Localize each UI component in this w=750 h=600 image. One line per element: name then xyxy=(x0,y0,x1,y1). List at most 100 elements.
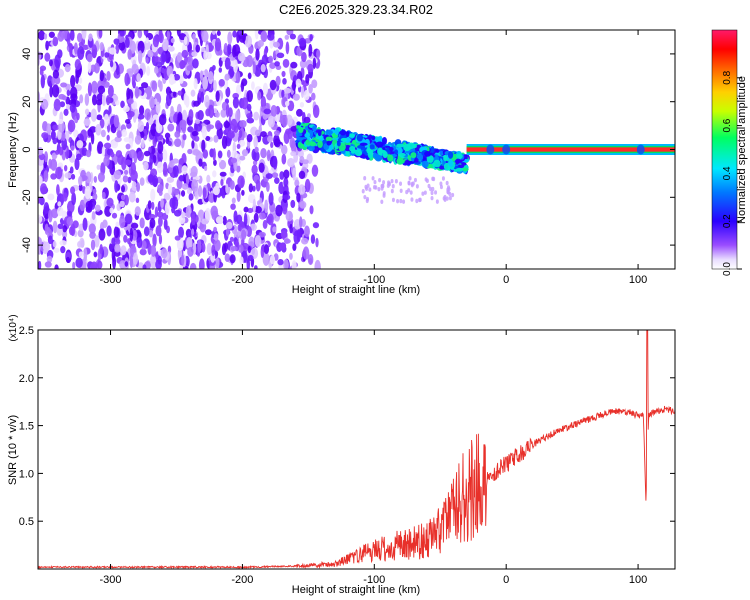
spectrogram-noise-cell xyxy=(205,135,211,142)
spectrogram-band-cell xyxy=(443,155,448,162)
spectrogram-noise-cell xyxy=(114,250,121,257)
spectrogram-noise-cell xyxy=(236,143,241,150)
spectrogram-band-cell xyxy=(456,153,463,159)
spectrogram-noise-cell xyxy=(173,113,178,124)
spectrogram-noise-cell xyxy=(176,237,184,251)
spectrogram-noise-cell xyxy=(131,74,136,88)
spectrogram-noise-cell xyxy=(106,70,111,81)
spectrogram-noise-cell xyxy=(254,146,259,153)
spectrogram-noise-cell xyxy=(302,246,310,260)
spectrogram-noise-cell xyxy=(55,149,60,155)
snr-y-tick-label: 1.0 xyxy=(19,468,34,480)
snr-panel: -300 -200 -100 0 100 0.5 1.0 1.5 2.0 2.5 Height … xyxy=(7,314,676,596)
spectrogram-noise-cell xyxy=(152,114,159,120)
spectrogram-noise-cell xyxy=(273,130,280,136)
spectrogram-wisp-cell xyxy=(394,179,398,184)
spectrogram-noise-cell xyxy=(269,255,276,265)
spectrogram-noise-cell xyxy=(283,194,291,201)
spectrogram-band-cell xyxy=(304,133,310,138)
spectrogram-wisp-cell xyxy=(421,191,425,196)
spectrogram-noise-cell xyxy=(194,122,203,132)
spectrogram-noise-cell xyxy=(274,61,280,67)
spectrogram-band-cell xyxy=(448,159,454,167)
spectrogram-noise-cell xyxy=(195,44,201,53)
spectrogram-noise-cell xyxy=(130,170,138,182)
spectrogram-noise-cell xyxy=(69,103,76,113)
spectrogram-noise-cell xyxy=(275,75,281,86)
spectrogram-noise-cell xyxy=(252,198,257,213)
spectrogram-noise-cell xyxy=(227,43,232,56)
spectrogram-noise-cell xyxy=(281,70,286,78)
spectrogram-noise-cell xyxy=(41,132,49,139)
spectrogram-noise-cell xyxy=(139,248,147,256)
colorbar-tick-label: 0.4 xyxy=(722,166,733,180)
spectrogram-noise-cell xyxy=(163,218,168,230)
spectrogram-noise-cell xyxy=(155,101,161,114)
spectrogram-noise-cell xyxy=(225,221,233,230)
spectrogram-noise-cell xyxy=(67,119,76,133)
spectrogram-wisp-cell xyxy=(390,178,394,184)
snr-y-tick-label: 0.5 xyxy=(19,516,34,528)
spectrogram-band-cell xyxy=(462,167,469,172)
spectrogram-noise-cell xyxy=(218,79,225,87)
spectrogram-noise-cell xyxy=(147,49,155,58)
spectrogram-noise-cell xyxy=(123,234,128,243)
spectrogram-noise-cell xyxy=(268,192,274,206)
spectrogram-noise-cell xyxy=(301,51,307,63)
spectrogram-noise-cell xyxy=(307,63,314,73)
spectrogram-wisp-cell xyxy=(441,176,445,181)
spectrogram-noise-cell xyxy=(281,144,288,155)
spectrogram-noise-cell xyxy=(52,36,59,47)
spectrogram-band-cell xyxy=(367,150,373,159)
spectrogram-noise-cell xyxy=(113,38,120,45)
spectrogram-noise-cell xyxy=(275,204,283,217)
spectrogram-noise-cell xyxy=(50,158,58,171)
spectrogram-noise-cell xyxy=(248,46,254,54)
spectrogram-noise-cell xyxy=(225,228,230,237)
spectrogram-noise-cell xyxy=(111,212,118,219)
spectrogram-wisp-cell xyxy=(431,176,435,181)
figure-title: C2E6.2025.329.23.34.R02 xyxy=(279,2,433,17)
spectrogram-noise-cell xyxy=(78,251,84,258)
colorbar-tick-label: 0.8 xyxy=(722,70,733,84)
spectrogram-noise-cell xyxy=(158,30,163,42)
spectrogram-noise-cell xyxy=(303,116,311,124)
spectrogram-noise-cell xyxy=(143,40,151,51)
colorbar-tick-label: 0.0 xyxy=(722,262,733,276)
spectrogram-noise-cell xyxy=(124,118,131,125)
spectrogram-noise-cell xyxy=(183,36,188,46)
spectrogram-band-cell xyxy=(334,127,339,136)
spectrogram-band-cell xyxy=(305,139,310,146)
spectrogram-noise-cell xyxy=(103,113,110,127)
spectrogram-noise-cell xyxy=(262,252,270,266)
colorbar-label: Normalized spectral amplitude xyxy=(736,76,748,224)
spectrogram-noise-cell xyxy=(147,243,152,255)
spectrogram-noise-cell xyxy=(46,255,53,263)
spectrogram-noise-cell xyxy=(272,226,277,233)
spectrogram-noise-cell xyxy=(160,67,165,74)
spectrogram-noise-cell xyxy=(181,183,189,190)
spectrogram-wisp-cell xyxy=(445,196,449,201)
spectrogram-noise-cell xyxy=(222,215,227,226)
spectrogram-noise-cell xyxy=(258,212,266,220)
spectrogram-noise-cell xyxy=(119,30,125,37)
spectrogram-noise-cell xyxy=(84,185,92,200)
spectrogram-noise-cell xyxy=(290,151,297,157)
spectrogram-noise-cell xyxy=(132,252,139,265)
spectrogram-band-cell xyxy=(359,142,368,146)
spectrogram-noise-cell xyxy=(157,141,164,154)
spectrogram-noise-cell xyxy=(186,187,193,195)
spectrogram-noise-cell xyxy=(63,164,68,172)
spectrogram-noise-cell xyxy=(186,65,194,72)
spectrogram-x-tick-label: -100 xyxy=(363,274,385,286)
spectrogram-noise-cell xyxy=(263,244,270,255)
spectrogram-band-cell xyxy=(349,145,356,152)
spectrogram-noise-cell xyxy=(283,87,292,94)
spectrogram-band-cell xyxy=(396,143,405,148)
spectrogram-band-cell xyxy=(356,133,364,142)
spectrogram-noise-cell xyxy=(301,237,309,245)
spectrogram-noise-cell xyxy=(260,148,267,159)
spectrogram-noise-cell xyxy=(60,82,68,88)
spectrogram-noise-cell xyxy=(289,252,293,260)
spectrogram-wisp-cell xyxy=(415,184,419,189)
